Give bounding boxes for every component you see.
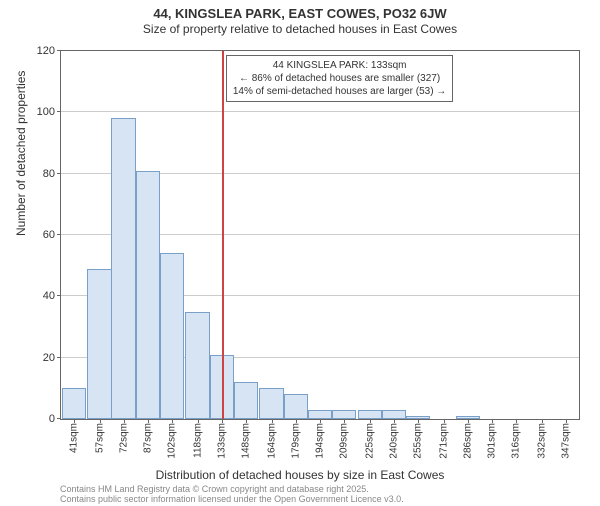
ytick-mark [57,111,61,112]
xtick-label: 255sqm [413,423,424,459]
histogram-bar [136,171,161,419]
xtick-label: 286sqm [463,423,474,459]
ytick-mark [57,173,61,174]
xtick-label: 225sqm [364,423,375,459]
xtick-label: 72sqm [118,423,129,453]
histogram-bar [358,410,383,419]
histogram-bar [332,410,357,419]
gridline [61,111,579,112]
ytick-mark [57,234,61,235]
histogram-bar [87,269,112,419]
histogram-bar [62,388,87,419]
title-line1: 44, KINGSLEA PARK, EAST COWES, PO32 6JW [0,6,600,21]
annotation-line1: 44 KINGSLEA PARK: 133sqm [233,59,446,72]
annotation-box: 44 KINGSLEA PARK: 133sqm ← 86% of detach… [226,55,453,102]
xtick-label: 332sqm [537,423,548,459]
annotation-line3: 14% of semi-detached houses are larger (… [233,85,446,98]
xtick-label: 133sqm [216,423,227,459]
xtick-label: 118sqm [192,423,203,458]
ytick-label: 20 [43,352,55,364]
ytick-label: 60 [43,229,55,241]
xtick-label: 194sqm [315,423,326,459]
title-line2: Size of property relative to detached ho… [0,22,600,36]
footnote-1: Contains HM Land Registry data © Crown c… [60,484,369,494]
xtick-label: 209sqm [339,423,350,459]
ytick-label: 100 [37,106,55,118]
xtick-label: 240sqm [389,423,400,459]
histogram-bar [308,410,333,419]
ytick-label: 120 [37,45,55,57]
annotation-line2: ← 86% of detached houses are smaller (32… [233,72,446,85]
xtick-label: 41sqm [68,423,79,453]
histogram-bar [185,312,210,419]
histogram-bar [382,410,407,419]
xtick-label: 347sqm [561,423,572,459]
xtick-label: 271sqm [438,423,449,459]
ytick-mark [57,357,61,358]
xtick-label: 301sqm [487,423,498,459]
ytick-label: 80 [43,168,55,180]
xtick-label: 164sqm [266,423,277,459]
histogram-bar [160,253,185,419]
histogram-bar [234,382,259,419]
reference-line [222,51,224,419]
ytick-mark [57,418,61,419]
ytick-mark [57,295,61,296]
ytick-label: 0 [49,413,55,425]
x-axis-label: Distribution of detached houses by size … [0,468,600,482]
xtick-label: 148sqm [241,423,252,459]
footnote-2: Contains public sector information licen… [60,494,404,504]
xtick-label: 179sqm [290,423,301,459]
histogram-bar [111,118,136,419]
y-axis-label: Number of detached properties [14,71,28,236]
xtick-label: 57sqm [94,423,105,453]
histogram-bar [259,388,284,419]
xtick-label: 316sqm [511,423,522,459]
xtick-label: 87sqm [142,423,153,453]
xtick-label: 102sqm [167,423,178,459]
histogram-bar [284,394,309,419]
chart-plot-area: 44 KINGSLEA PARK: 133sqm ← 86% of detach… [60,50,580,420]
ytick-label: 40 [43,290,55,302]
ytick-mark [57,50,61,51]
